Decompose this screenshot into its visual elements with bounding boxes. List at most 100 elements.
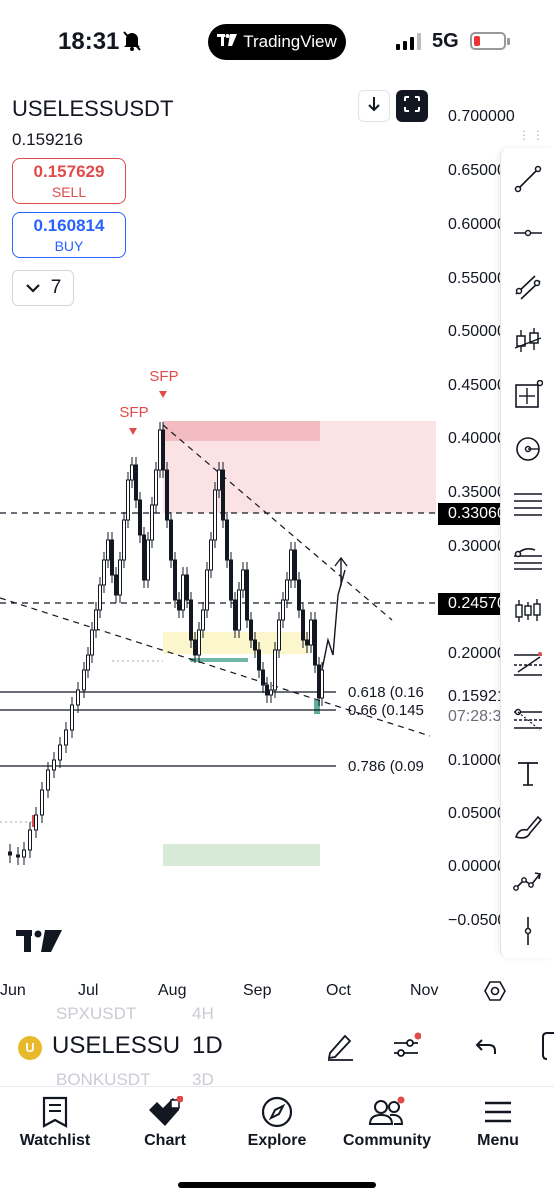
candle-body [110,539,114,576]
sfp-label: SFP [149,368,179,385]
candlesticks [8,422,324,865]
nav-chart[interactable]: Chart [110,1092,220,1150]
parallel-channel-icon[interactable] [511,270,545,304]
status-bar: 18:31 TradingView 5G [0,0,554,86]
chart-symbol[interactable]: USELESSUSDT [12,96,174,121]
circle-icon[interactable] [511,432,545,466]
buy-price: 0.160814 [33,216,105,235]
trend-line-icon[interactable] [511,162,545,196]
price-chart[interactable] [0,0,554,1010]
candle-body [16,854,20,858]
next-timeframe[interactable]: 3D [192,1070,214,1089]
bottom-navigation [0,1086,554,1200]
candle-body [301,609,305,641]
coin-logo-icon: U [18,1036,42,1060]
candle-body [285,579,289,601]
path-icon[interactable] [511,864,545,898]
price-axis-label: 0.350000 [448,484,515,501]
nav-menu[interactable]: Menu [443,1092,553,1150]
sell-button[interactable]: 0.157629 SELL [12,158,126,204]
time-axis-label: Jun [0,982,26,999]
price-axis-label: 0.450000 [448,377,515,394]
nav-watchlist[interactable]: Watchlist [0,1092,110,1150]
prev-symbol[interactable]: SPXUSDT [56,1004,137,1023]
candle-body [237,589,241,631]
sell-price: 0.157629 [33,162,105,181]
chart-settings-icon[interactable] [484,980,506,1007]
candle-body [52,759,56,771]
nav-community[interactable]: Community [332,1092,442,1150]
price-axis-label: 0.400000 [448,430,515,447]
candle-body [126,479,130,521]
candle-body [8,851,12,856]
candle-body [221,469,225,521]
candle-body [64,729,68,746]
home-indicator [178,1182,376,1188]
price-axis-label: 0.700000 [448,108,515,125]
candle-body [245,569,249,621]
candle-body [197,629,201,656]
clock: 18:31 [58,28,120,55]
download-button[interactable] [358,90,390,122]
current-symbol[interactable]: USELESSU [52,1032,181,1059]
time-axis-label: Sep [243,982,272,999]
next-symbol[interactable]: BONKUSDT [56,1070,151,1089]
teal-zone [190,658,248,662]
brush-icon[interactable] [511,810,545,844]
nav-watchlist-label: Watchlist [19,1132,91,1149]
candles-tool-icon[interactable] [511,324,545,358]
demand-zone [163,844,320,866]
indicators-toggle[interactable]: 7 [12,270,74,306]
candle-body [34,814,38,831]
price-tag-upper: 0.330600 [438,503,515,525]
candle-body [76,689,80,706]
candle-body [86,654,90,671]
nav-explore[interactable]: Explore [222,1092,332,1150]
horizontal-ray-icon[interactable] [511,216,545,250]
candle-body [118,559,122,596]
fib-label: 0.66 (0.145 [348,702,424,719]
drag-handle-icon[interactable]: ⋮⋮ [518,128,546,142]
price-axis-label: 0.550000 [448,270,515,287]
tradingview-watermark-icon [16,930,62,957]
candle-body [40,789,44,816]
fib-retracement-icon[interactable] [511,486,545,520]
sfp-label: SFP [119,404,149,421]
sfp-marker [159,391,167,398]
bar-countdown: 07:28:33 [448,708,511,725]
gann-icon[interactable] [511,648,545,682]
text-icon[interactable] [511,756,545,790]
vertical-line-icon[interactable] [511,914,545,948]
fib-label: 0.786 (0.09 [348,758,424,775]
measure-icon[interactable] [511,378,545,412]
watchlist-icon [0,1092,110,1132]
pencil-icon[interactable] [324,1030,356,1062]
buy-button[interactable]: 0.160814 BUY [12,212,126,258]
candle-body [309,619,313,646]
last-price: 0.159216 [12,130,83,149]
indicators-settings-icon[interactable] [390,1030,422,1062]
redo-icon[interactable] [532,1030,554,1062]
candle-body [150,504,154,541]
prev-timeframe[interactable]: 4H [192,1004,214,1023]
fullscreen-button[interactable] [396,90,428,122]
current-timeframe[interactable]: 1D [192,1032,223,1059]
candle-body [94,609,98,631]
candle-body [313,619,317,666]
candle-body [225,519,229,561]
undo-icon[interactable] [470,1030,502,1062]
candle-body [213,489,217,541]
pitchfork-icon[interactable] [511,540,545,574]
time-axis-label: Jul [78,982,99,999]
price-axis-label: 0.300000 [448,538,515,555]
candle-body [22,849,26,858]
candle-body [293,549,297,581]
yellow-zone [163,632,309,654]
pattern-icon[interactable] [511,594,545,628]
chart-icon [110,1092,220,1132]
fib-extension-icon[interactable] [511,702,545,736]
candle-body [169,519,173,561]
candle-body [181,574,185,611]
candle-body [193,639,197,656]
candle-body [114,574,118,596]
